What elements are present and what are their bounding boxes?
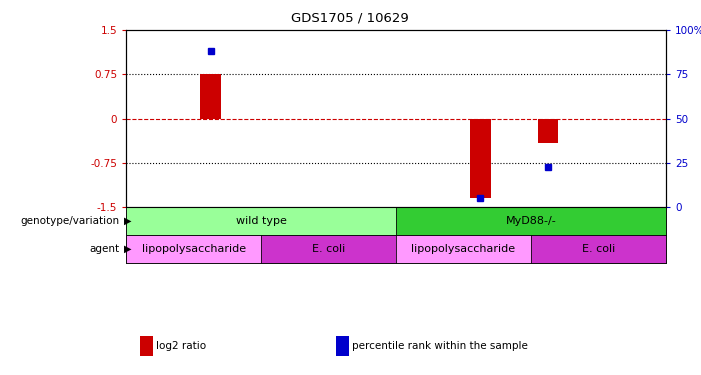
Text: lipopolysaccharide: lipopolysaccharide [411,244,516,254]
Bar [396,235,531,262]
Bar [470,118,491,198]
Bar [126,235,261,262]
Text: wild type: wild type [236,216,287,226]
Text: agent: agent [89,244,119,254]
Text: E. coli: E. coli [582,244,615,254]
Bar [261,235,396,262]
Text: lipopolysaccharide: lipopolysaccharide [142,244,246,254]
Text: percentile rank within the sample: percentile rank within the sample [352,341,528,351]
Text: E. coli: E. coli [312,244,345,254]
Text: ▶: ▶ [124,216,132,226]
Bar [200,74,221,118]
Text: MyD88-/-: MyD88-/- [505,216,557,226]
Bar [538,118,558,144]
Text: genotype/variation: genotype/variation [20,216,119,226]
Bar [126,207,396,235]
Text: log2 ratio: log2 ratio [156,341,206,351]
Text: GDS1705 / 10629: GDS1705 / 10629 [291,11,409,24]
Bar [396,207,666,235]
Text: ▶: ▶ [124,244,132,254]
Bar [531,235,666,262]
